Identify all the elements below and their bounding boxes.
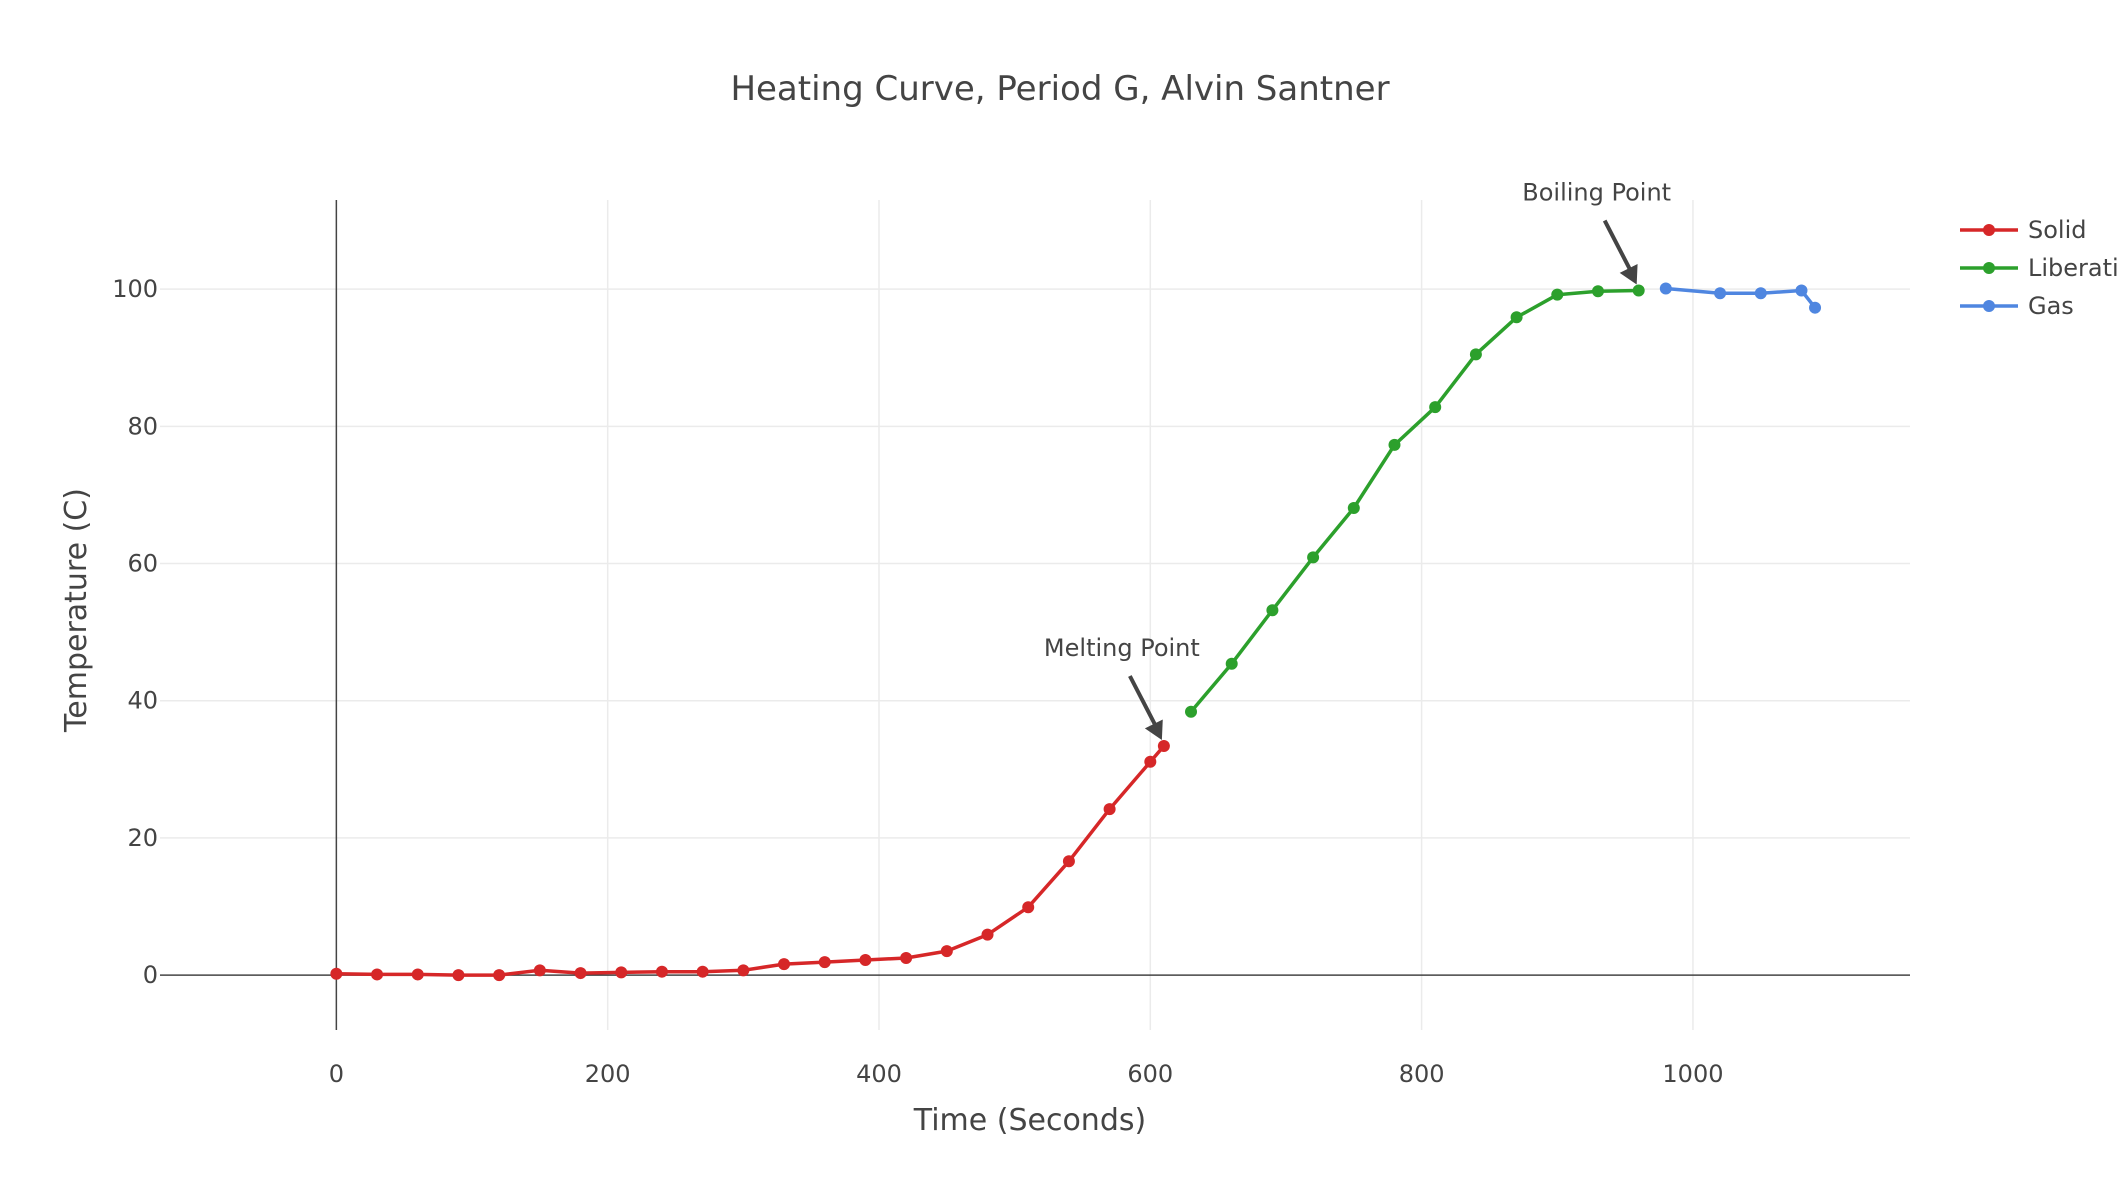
data-point-liberation [1469, 348, 1482, 361]
data-point-solid [981, 928, 994, 941]
y-tick-label: 40 [127, 687, 158, 715]
x-tick-label: 200 [585, 1060, 631, 1088]
x-axis-title: Time (Seconds) [913, 1103, 1146, 1138]
legend-label: Gas [2028, 292, 2074, 320]
chart-title: Heating Curve, Period G, Alvin Santner [730, 69, 1389, 109]
series-solid [330, 740, 1170, 982]
data-point-liberation [1388, 438, 1401, 451]
y-tick-label: 100 [112, 275, 158, 303]
data-point-liberation [1591, 285, 1604, 298]
data-point-gas [1809, 301, 1822, 314]
data-point-solid [778, 958, 791, 971]
y-tick-label: 80 [127, 412, 158, 440]
data-point-solid [1103, 803, 1116, 816]
data-point-gas [1714, 287, 1727, 300]
y-tick-label: 0 [143, 961, 158, 989]
annotation-arrow-head [1619, 263, 1638, 285]
data-point-solid [493, 969, 506, 982]
data-point-solid [655, 965, 668, 978]
legend-item-gas[interactable]: Gas [1960, 292, 2074, 320]
data-point-solid [452, 969, 465, 982]
axes-layer: 0 200 400 600 800 1000 0 20 40 60 80 100 [112, 200, 1910, 1088]
annotation-label: Melting Point [1044, 634, 1200, 662]
data-point-solid [1022, 901, 1035, 914]
data-point-solid [1062, 855, 1075, 868]
series-layer [330, 282, 1822, 982]
data-point-liberation [1225, 657, 1238, 670]
annotation-arrow-head [1144, 719, 1163, 741]
annotation-layer: Melting Point Boiling Point [1044, 179, 1671, 741]
y-axis-title: Temperature (C) [59, 488, 94, 733]
series-line-gas [1665, 286, 1817, 309]
legend-item-solid[interactable]: Solid [1960, 216, 2087, 244]
legend-swatch-marker [1983, 262, 1995, 274]
series-line-solid [336, 744, 1166, 977]
legend-swatch-marker [1983, 300, 1995, 312]
y-tick-label: 20 [127, 824, 158, 852]
data-point-liberation [1551, 288, 1564, 301]
data-point-liberation [1510, 311, 1523, 324]
data-point-solid [696, 965, 709, 978]
data-point-solid [533, 964, 546, 977]
data-point-solid [615, 966, 628, 979]
x-tick-label: 800 [1399, 1060, 1445, 1088]
data-point-solid [940, 945, 953, 958]
data-point-liberation [1429, 401, 1442, 414]
legend-swatch-marker [1983, 224, 1995, 236]
x-tick-label: 400 [856, 1060, 902, 1088]
x-tick-label: 1000 [1662, 1060, 1723, 1088]
x-tick-label: 0 [329, 1060, 344, 1088]
data-point-solid [574, 967, 587, 980]
data-point-solid [1144, 755, 1157, 768]
data-point-solid [371, 968, 384, 981]
annotation: Melting Point [1044, 634, 1200, 741]
legend-label: Solid [2028, 216, 2087, 244]
data-point-solid [900, 951, 913, 964]
x-tick-label: 600 [1127, 1060, 1173, 1088]
data-point-solid [330, 967, 343, 980]
annotation: Boiling Point [1522, 179, 1671, 285]
data-point-gas [1795, 284, 1808, 297]
data-point-solid [818, 956, 831, 969]
data-point-solid [859, 954, 872, 967]
data-point-gas [1754, 287, 1767, 300]
data-point-solid [1157, 740, 1170, 753]
data-point-solid [737, 964, 750, 977]
data-point-liberation [1307, 551, 1320, 564]
data-point-solid [411, 968, 424, 981]
legend-label: Liberation [2028, 254, 2120, 282]
data-point-liberation [1347, 501, 1360, 514]
data-point-liberation [1632, 284, 1645, 297]
grid-layer [160, 200, 1910, 1030]
y-tick-label: 60 [127, 550, 158, 578]
legend[interactable]: Solid Liberation Gas [1960, 216, 2120, 320]
series-line-liberation [1189, 288, 1639, 713]
data-point-liberation [1266, 604, 1279, 617]
legend-item-liberation[interactable]: Liberation [1960, 254, 2120, 282]
series-liberation [1185, 284, 1645, 718]
data-point-liberation [1185, 705, 1198, 718]
annotation-label: Boiling Point [1522, 179, 1671, 207]
series-gas [1659, 282, 1822, 314]
data-point-gas [1659, 282, 1672, 295]
